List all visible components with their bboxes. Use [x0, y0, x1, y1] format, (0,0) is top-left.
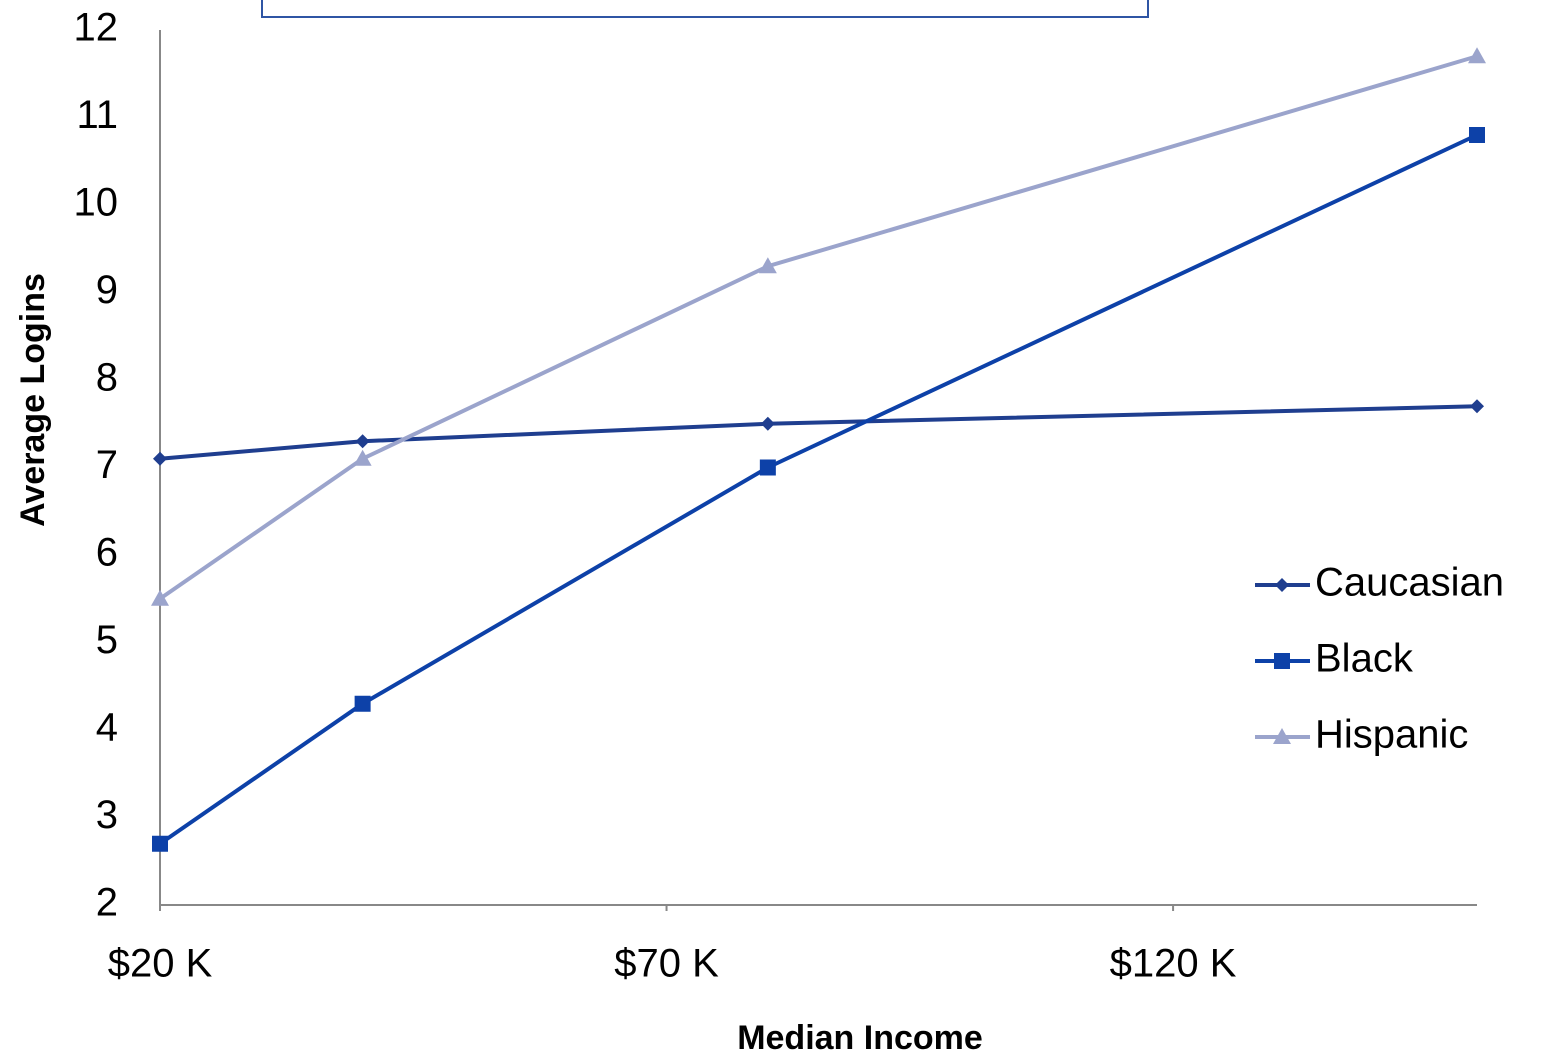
marker: [152, 835, 168, 852]
y-tick-label: 10: [74, 181, 119, 225]
marker: [758, 257, 777, 274]
x-axis-title: Median Income: [737, 1019, 983, 1057]
legend-label: Black: [1315, 637, 1414, 681]
y-tick-label: 11: [76, 93, 118, 137]
legend-label: Hispanic: [1315, 713, 1468, 757]
marker: [1469, 127, 1485, 143]
marker: [355, 434, 370, 449]
y-tick-label: 12: [74, 6, 119, 50]
y-tick-label: 7: [96, 443, 118, 487]
marker: [151, 589, 169, 606]
marker: [354, 695, 371, 712]
marker: [353, 449, 372, 466]
marker: [153, 451, 167, 466]
marker: [759, 459, 776, 476]
x-tick-label: $70 K: [614, 942, 719, 986]
legend-marker: [1273, 728, 1291, 744]
series-line: [159, 404, 1478, 461]
y-tick-label: 5: [96, 618, 118, 662]
title-box: [261, 0, 1149, 18]
series-line: [158, 133, 1478, 846]
y-tick-label: 4: [96, 706, 118, 750]
marker: [1468, 47, 1486, 64]
y-tick-label: 3: [96, 793, 118, 837]
y-tick-label: 6: [96, 531, 118, 575]
y-tick-label: 2: [96, 881, 118, 925]
legend-marker: [1275, 578, 1289, 592]
y-tick-label: 8: [96, 356, 118, 400]
marker: [760, 416, 775, 431]
legend-label: Caucasian: [1315, 561, 1504, 605]
series-line: [158, 54, 1478, 601]
y-axis-title: Average Logins: [14, 273, 52, 527]
legend-marker: [1274, 653, 1290, 669]
x-tick-label: $20 K: [108, 942, 213, 986]
y-tick-label: 9: [96, 268, 118, 312]
marker: [1470, 399, 1484, 414]
x-tick-label: $120 K: [1110, 942, 1237, 986]
